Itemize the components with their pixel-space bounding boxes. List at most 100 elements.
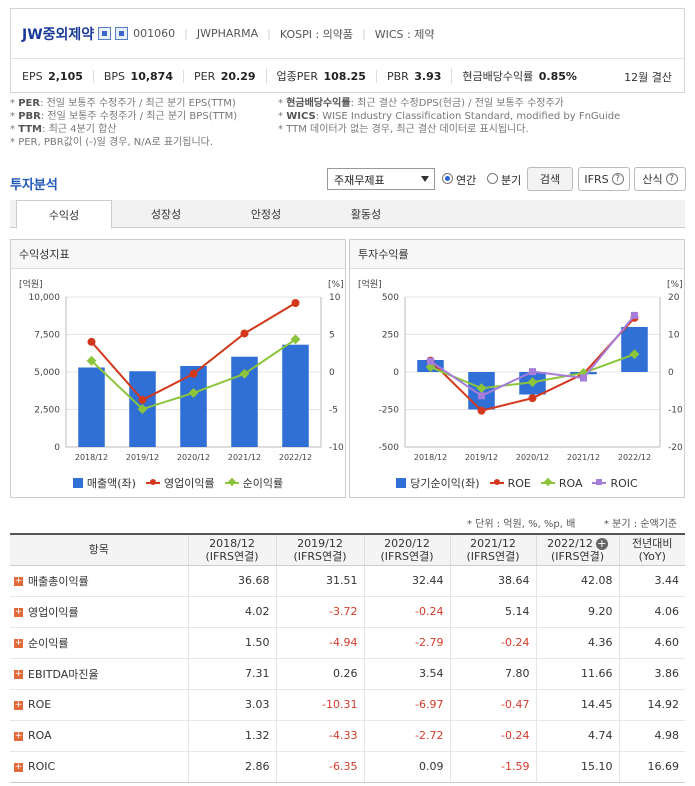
x-tick-label: 2022/12 [279, 453, 312, 462]
table-row: + 매출총이익률 36.68 31.51 32.44 38.64 42.08 3.44 [10, 565, 685, 597]
company-eng-name: JWPHARMA [196, 27, 259, 40]
point-영업이익률 [189, 369, 198, 378]
axis-unit-left: [억원] [19, 278, 43, 290]
axis-unit-right: [%] [667, 280, 683, 290]
table-cell: 0.09 [363, 751, 450, 783]
legend-item[interactable]: 영업이익률 [145, 475, 215, 491]
y-tick-right: -10 [329, 443, 344, 453]
formula-button[interactable]: 산식? [634, 167, 686, 191]
radio-annual-label[interactable]: 연간 [456, 174, 477, 187]
legend-item[interactable]: ROIC [592, 475, 638, 491]
metric-industry-per: 업종PER 108.25 [265, 68, 366, 84]
y-tick-right: -10 [668, 406, 683, 416]
company-code: 001060 [133, 27, 176, 40]
legend-item[interactable]: ROA [540, 475, 583, 491]
legend-item[interactable]: 순이익률 [224, 475, 283, 491]
expand-icon[interactable]: + [14, 607, 23, 617]
point-순이익률 [239, 368, 250, 379]
row-label-cell[interactable]: + EBITDA마진율 [10, 658, 188, 690]
x-tick-label: 2018/12 [414, 453, 447, 462]
table-cell: 4.98 [618, 720, 685, 752]
row-label-cell[interactable]: + 영업이익률 [10, 596, 188, 628]
period-note: * 분기 : 순액기준 [604, 519, 678, 530]
row-label: ROIC [28, 760, 56, 773]
radio-quarter[interactable] [487, 173, 498, 184]
table-cell: 5.14 [449, 596, 536, 628]
table-cell: 4.02 [187, 596, 276, 628]
bar-매출액(좌) [180, 366, 207, 447]
add-column-icon[interactable]: + [595, 536, 608, 550]
expand-icon[interactable]: + [14, 669, 23, 679]
expand-icon[interactable]: + [14, 699, 23, 710]
y-tick-left: -500 [379, 443, 400, 453]
table-cell: 4.60 [618, 627, 685, 659]
statement-select-value: 주재무제표 [334, 174, 385, 187]
company-name[interactable]: JW중외제약 [22, 26, 95, 43]
table-cell: 1.50 [187, 627, 276, 659]
expand-icon[interactable]: + [14, 576, 23, 586]
point-ROA [527, 377, 538, 388]
metric-pbr: PBR 3.93 [375, 69, 441, 83]
search-button[interactable]: 검색 [527, 167, 573, 191]
statement-select[interactable]: 주재무제표 [327, 168, 435, 190]
point-순이익률 [290, 334, 301, 345]
legend-item[interactable]: ROE [489, 475, 531, 491]
legend-label: 당기순이익(좌) [410, 477, 480, 490]
company-market: KOSPI : 의약품 [279, 27, 354, 41]
profitability-chart: [억원] [%] 10,000 10 7,500 5 5,000 0 2,500 -5 0 -10 20… [19, 278, 344, 462]
x-tick-label: 2018/12 [75, 453, 108, 462]
radio-annual[interactable] [442, 173, 453, 184]
ir-icon[interactable] [115, 27, 129, 40]
table-cell: 7.31 [187, 658, 276, 690]
company-header: JW중외제약 001060 | JWPHARMA | KOSPI : 의약품 |… [10, 8, 685, 93]
legend-item[interactable]: 당기순이익(좌) [396, 475, 480, 491]
tab-stability[interactable]: 안정성 [250, 208, 282, 221]
row-label-cell[interactable]: + ROIC [10, 751, 188, 783]
tab-activity[interactable]: 활동성 [350, 208, 382, 221]
expand-icon[interactable]: + [14, 730, 23, 741]
legend-label: ROA [558, 476, 583, 490]
radio-quarter-label[interactable]: 분기 [501, 174, 522, 187]
divider: | [184, 27, 188, 40]
row-label: 매출총이익률 [28, 574, 89, 588]
expand-icon[interactable]: + [14, 761, 23, 772]
profitability-chart-panel: 수익성지표 [억원] [%] 10,000 10 7,500 5 5,000 0 2,500 -5… [10, 239, 346, 498]
metric-eps: EPS 2,105 [22, 69, 83, 83]
y-tick-left: 10,000 [29, 293, 61, 303]
row-label-cell[interactable]: + 순이익률 [10, 627, 188, 659]
point-순이익률 [188, 387, 199, 398]
ifrs-button-label: IFRS [584, 172, 609, 186]
table-cell: 16.69 [618, 751, 685, 783]
row-label-cell[interactable]: + ROA [10, 720, 188, 752]
point-ROIC [631, 311, 638, 319]
tab-growth[interactable]: 성장성 [150, 208, 182, 221]
row-label: ROA [28, 729, 52, 742]
help-icon: ? [665, 173, 678, 185]
y-tick-left: 0 [54, 443, 60, 453]
point-영업이익률 [291, 299, 300, 307]
table-cell: 9.20 [535, 596, 619, 628]
profitability-table: 항목 2018/12 (IFRS연결) 2019/12 (IFRS연결) 2020/… [10, 533, 685, 783]
ifrs-button[interactable]: IFRS? [578, 167, 630, 191]
metric-dividend-yield: 현금배당수익률 0.85% [451, 68, 577, 84]
legend-item[interactable]: 매출액(좌) [72, 475, 136, 491]
table-cell: 0.26 [275, 658, 364, 690]
tab-profitability[interactable]: 수익성 [16, 200, 112, 229]
table-header-row: 항목 2018/12 (IFRS연결) 2019/12 (IFRS연결) 2020/… [10, 534, 685, 566]
formula-button-label: 산식 [642, 173, 663, 186]
bar-매출액(좌) [78, 367, 105, 447]
units-note: * 단위 : 억원, %, %p, 배 [467, 519, 576, 530]
row-label-cell[interactable]: + ROE [10, 689, 188, 721]
row-label: 순이익률 [28, 636, 69, 650]
row-label-cell[interactable]: + 매출총이익률 [10, 565, 188, 597]
column-header: 2020/12 (IFRS연결) [363, 534, 450, 566]
expand-icon[interactable]: + [14, 638, 23, 648]
point-ROIC [529, 368, 536, 376]
point-ROE [477, 406, 486, 415]
table-cell: 38.64 [449, 565, 536, 597]
point-ROE [528, 394, 537, 403]
y-tick-right: 10 [329, 293, 341, 303]
home-icon[interactable] [98, 27, 112, 40]
y-tick-left: 500 [382, 293, 399, 303]
y-tick-left: 0 [393, 368, 399, 378]
